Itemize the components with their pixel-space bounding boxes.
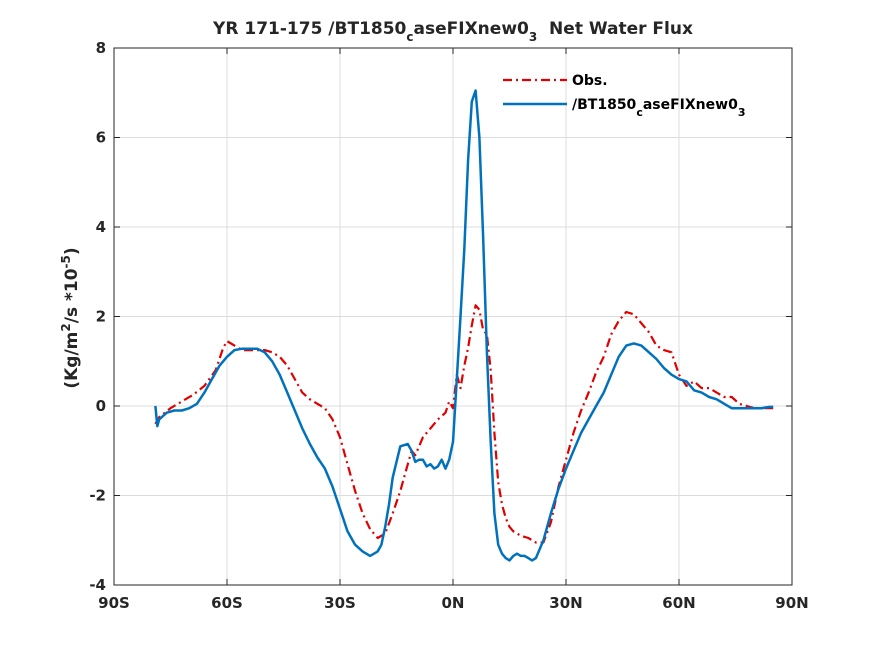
legend: Obs. /BT1850caseFIXnew03 bbox=[503, 73, 745, 119]
legend-model-prefix: /BT1850 bbox=[572, 97, 637, 113]
y-tick-label: -2 bbox=[89, 487, 106, 505]
ylabel-prefix: (Kg/m bbox=[62, 332, 82, 389]
y-tick-label: 6 bbox=[96, 129, 106, 147]
ylabel-suffix: ) bbox=[62, 247, 82, 255]
title-middle: aseFIXnew0 bbox=[414, 19, 530, 39]
y-tick-label: 8 bbox=[96, 39, 106, 57]
series-lines bbox=[154, 89, 774, 562]
title-subscript-1: c bbox=[406, 30, 413, 44]
y-tick-label: 2 bbox=[96, 308, 106, 326]
y-tick-label: 4 bbox=[96, 218, 106, 236]
x-tick-label: 0N bbox=[442, 594, 465, 612]
title-subscript-2: 3 bbox=[529, 30, 537, 44]
tick-marks bbox=[113, 47, 793, 586]
x-tick-label: 90N bbox=[775, 594, 808, 612]
x-tick-label: 30S bbox=[324, 594, 356, 612]
series-line-obs bbox=[154, 304, 774, 544]
legend-model-middle: aseFIXnew0 bbox=[643, 97, 738, 113]
legend-model-subscript-1: c bbox=[636, 106, 643, 119]
x-tick-label: 60N bbox=[662, 594, 695, 612]
tick-labels: 90S 60S 30S 0N 30N 60N 90N -4 -2 0 2 4 6 8 bbox=[89, 39, 808, 612]
ylabel-middle: /s *10 bbox=[62, 268, 82, 323]
chart-title: YR 171-175 /BT1850caseFIXnew03 Net Water… bbox=[212, 19, 693, 44]
x-tick-label: 90S bbox=[98, 594, 130, 612]
legend-label-model: /BT1850caseFIXnew03 bbox=[572, 97, 745, 119]
plot-area: 90S 60S 30S 0N 30N 60N 90N -4 -2 0 2 4 6 8 bbox=[89, 39, 808, 612]
x-tick-label: 60S bbox=[211, 594, 243, 612]
x-tick-label: 30N bbox=[549, 594, 582, 612]
legend-label-obs: Obs. bbox=[572, 73, 608, 89]
ylabel-superscript-2: -5 bbox=[59, 255, 73, 268]
y-tick-label: -4 bbox=[89, 576, 106, 594]
y-axis-label: (Kg/m2/s *10-5) bbox=[59, 247, 82, 388]
series-line-model bbox=[154, 89, 774, 562]
y-tick-label: 0 bbox=[96, 397, 106, 415]
legend-model-subscript-2: 3 bbox=[738, 106, 746, 119]
title-suffix: Net Water Flux bbox=[537, 19, 693, 39]
ylabel-superscript-1: 2 bbox=[59, 323, 73, 331]
title-prefix: YR 171-175 /BT1850 bbox=[212, 19, 407, 39]
